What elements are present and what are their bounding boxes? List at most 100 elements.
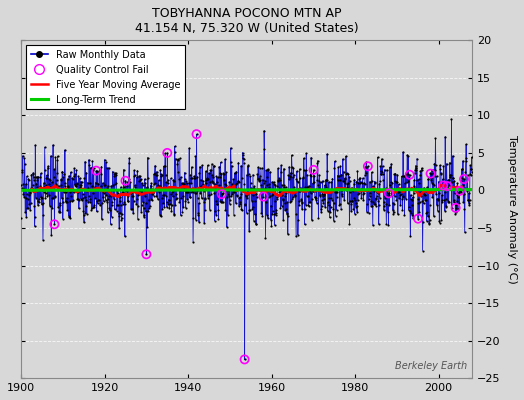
Point xyxy=(286,199,294,205)
Point xyxy=(61,147,69,153)
Point xyxy=(323,168,332,174)
Point xyxy=(168,189,177,195)
Point xyxy=(316,192,324,198)
Point xyxy=(366,190,375,196)
Point xyxy=(95,166,104,173)
Point xyxy=(233,193,241,199)
Point xyxy=(219,170,227,177)
Point xyxy=(292,176,301,182)
Point xyxy=(49,142,57,148)
Point xyxy=(414,216,422,222)
Point xyxy=(407,196,416,203)
Point xyxy=(280,165,288,172)
Point xyxy=(188,164,196,170)
Point xyxy=(39,189,48,196)
Point xyxy=(20,194,28,200)
Point xyxy=(291,192,300,198)
Point xyxy=(289,165,298,171)
Point xyxy=(126,187,134,194)
Point xyxy=(182,178,190,184)
Point xyxy=(418,197,427,204)
Point xyxy=(123,188,131,194)
Point xyxy=(277,162,286,169)
Point xyxy=(121,178,129,184)
Point xyxy=(171,202,180,208)
Point xyxy=(47,186,55,193)
Point xyxy=(340,197,348,203)
Point xyxy=(435,218,443,224)
Point xyxy=(382,220,390,227)
Point xyxy=(453,198,461,204)
Point xyxy=(32,184,41,190)
Point xyxy=(305,182,313,189)
Point xyxy=(122,188,130,194)
Point xyxy=(419,200,428,206)
Point xyxy=(61,180,70,186)
Point xyxy=(302,201,310,208)
Point xyxy=(439,176,447,182)
Point xyxy=(294,216,302,223)
Point xyxy=(111,206,119,212)
Point xyxy=(173,156,182,163)
Point xyxy=(428,167,436,174)
Point xyxy=(434,178,443,185)
Point xyxy=(56,208,64,215)
Point xyxy=(254,164,263,170)
Point xyxy=(198,195,206,202)
Point xyxy=(467,154,476,160)
Point xyxy=(282,190,291,196)
Point xyxy=(67,169,75,175)
Point xyxy=(41,189,50,196)
Point xyxy=(59,198,68,205)
Point xyxy=(394,186,402,192)
Point xyxy=(58,169,67,175)
Point xyxy=(76,182,84,188)
Point xyxy=(466,162,474,169)
Point xyxy=(91,184,99,190)
Point xyxy=(389,210,398,217)
Point xyxy=(37,194,46,200)
Point xyxy=(88,205,96,211)
Point xyxy=(228,190,237,197)
Point xyxy=(164,177,172,184)
Point xyxy=(149,188,158,194)
Point xyxy=(343,184,352,190)
Point xyxy=(165,197,173,203)
Point xyxy=(182,189,191,195)
Point xyxy=(218,191,226,197)
Point xyxy=(143,224,151,230)
Point xyxy=(132,189,140,196)
Point xyxy=(66,198,74,204)
Point xyxy=(465,197,474,203)
Point xyxy=(370,180,379,187)
Point xyxy=(419,219,427,226)
Point xyxy=(441,208,449,214)
Point xyxy=(447,116,456,122)
Point xyxy=(157,213,165,220)
Point xyxy=(60,171,69,177)
Point xyxy=(154,196,162,202)
Point xyxy=(315,178,323,184)
Point xyxy=(171,148,179,155)
Point xyxy=(248,206,256,212)
Point xyxy=(417,165,425,171)
Point xyxy=(243,210,251,216)
Point xyxy=(255,176,263,183)
Point xyxy=(68,176,77,182)
Point xyxy=(210,189,219,196)
Point xyxy=(420,190,429,197)
Point xyxy=(160,163,168,170)
Point xyxy=(331,158,339,164)
Point xyxy=(358,180,366,186)
Point xyxy=(414,200,422,206)
Point xyxy=(175,186,183,192)
Point xyxy=(432,191,440,198)
Point xyxy=(23,173,31,180)
Point xyxy=(160,192,169,198)
Point xyxy=(410,185,419,191)
Point xyxy=(75,184,84,190)
Point xyxy=(379,199,388,205)
Point xyxy=(401,171,410,178)
Point xyxy=(181,205,190,211)
Point xyxy=(210,162,218,169)
